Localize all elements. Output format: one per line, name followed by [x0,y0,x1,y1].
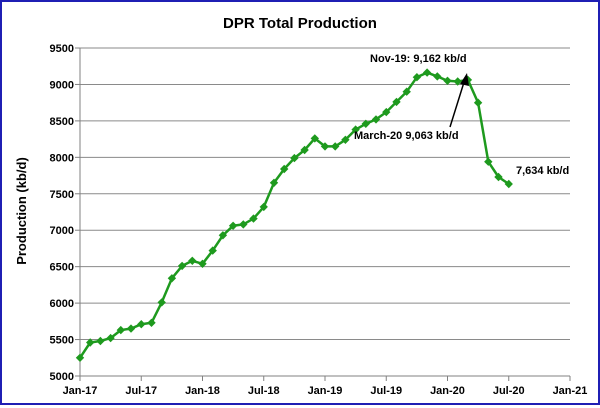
data-point [341,135,350,144]
x-tick-label: Jan-17 [63,385,98,397]
x-tick-label: Jul-18 [248,385,280,397]
data-point [218,231,228,240]
annotation-last: 7,634 kb/d [516,165,569,177]
data-point [433,72,442,81]
line-chart: DPR Total Production Production (kb/d) 5… [14,15,588,397]
data-point [269,178,279,187]
y-tick-label: 5500 [50,335,74,347]
data-point [126,324,136,333]
data-point [96,336,105,346]
data-point [382,107,391,117]
data-point [188,256,197,265]
x-tick-label: Jul-19 [370,385,402,397]
y-tick-label: 6500 [50,262,74,274]
data-point [422,68,432,77]
data-point [453,77,462,86]
x-tick-label: Jan-20 [430,385,465,397]
y-tick-label: 8000 [50,152,74,164]
chart-title: DPR Total Production [223,15,377,32]
data-point [249,214,258,223]
y-tick-label: 9500 [50,43,74,55]
data-point [198,259,207,268]
series-production [75,68,513,362]
data-point [157,298,166,307]
annotation-march-20: March-20 9,063 kb/d [354,130,459,142]
annotation-arrow-head [460,73,469,86]
y-tick-label: 9000 [50,79,74,91]
data-point [280,164,289,174]
annotation-arrow-line [449,78,466,128]
data-point [473,98,483,107]
x-tick-labels: Jan-17 Jul-17 Jan-18 Jul-18 Jan-19 Jul-19 Jan-… [63,385,588,397]
data-point [290,153,299,163]
data-point [116,325,125,335]
y-tick-labels: 5000 5500 6000 6500 7000 7500 8000 8500 9000 9500 [50,43,74,383]
x-tick-label: Jul-20 [493,385,525,397]
data-point [208,246,217,255]
y-axis-label: Production (kb/d) [14,157,29,265]
data-point [228,221,238,230]
data-point [494,172,503,182]
y-tick-label: 7500 [50,189,74,201]
annotation-peak: Nov-19: 9,162 kb/d [370,53,467,65]
gridlines [75,47,570,377]
data-point [259,202,268,212]
data-point [402,87,411,96]
data-point [239,220,248,229]
data-point [371,115,381,124]
y-tick-label: 5000 [50,371,74,383]
data-point [392,97,401,107]
data-point [320,142,330,151]
x-tick-label: Jan-21 [553,385,588,397]
data-point [147,318,156,327]
data-point [177,261,187,271]
data-point [86,338,95,347]
data-point [137,320,146,329]
data-point [167,274,177,283]
data-point [351,125,360,134]
data-point [484,157,493,166]
x-tick-label: Jul-17 [125,385,157,397]
data-point [300,145,309,155]
x-tick-label: Jan-19 [308,385,343,397]
data-point [75,353,85,362]
y-tick-label: 6000 [50,298,74,310]
axes [79,48,571,381]
y-tick-label: 8500 [50,116,74,128]
x-tick-label: Jan-18 [185,385,220,397]
data-point [310,134,319,143]
data-point [504,179,513,189]
annotations: Nov-19: 9,162 kb/d March-20 9,063 kb/d 7… [354,53,569,177]
data-point [106,333,115,343]
y-tick-label: 7000 [50,225,74,237]
data-point [331,142,340,151]
series-line [78,71,510,359]
data-point [443,76,452,85]
data-point [412,73,422,82]
data-point [361,119,370,128]
